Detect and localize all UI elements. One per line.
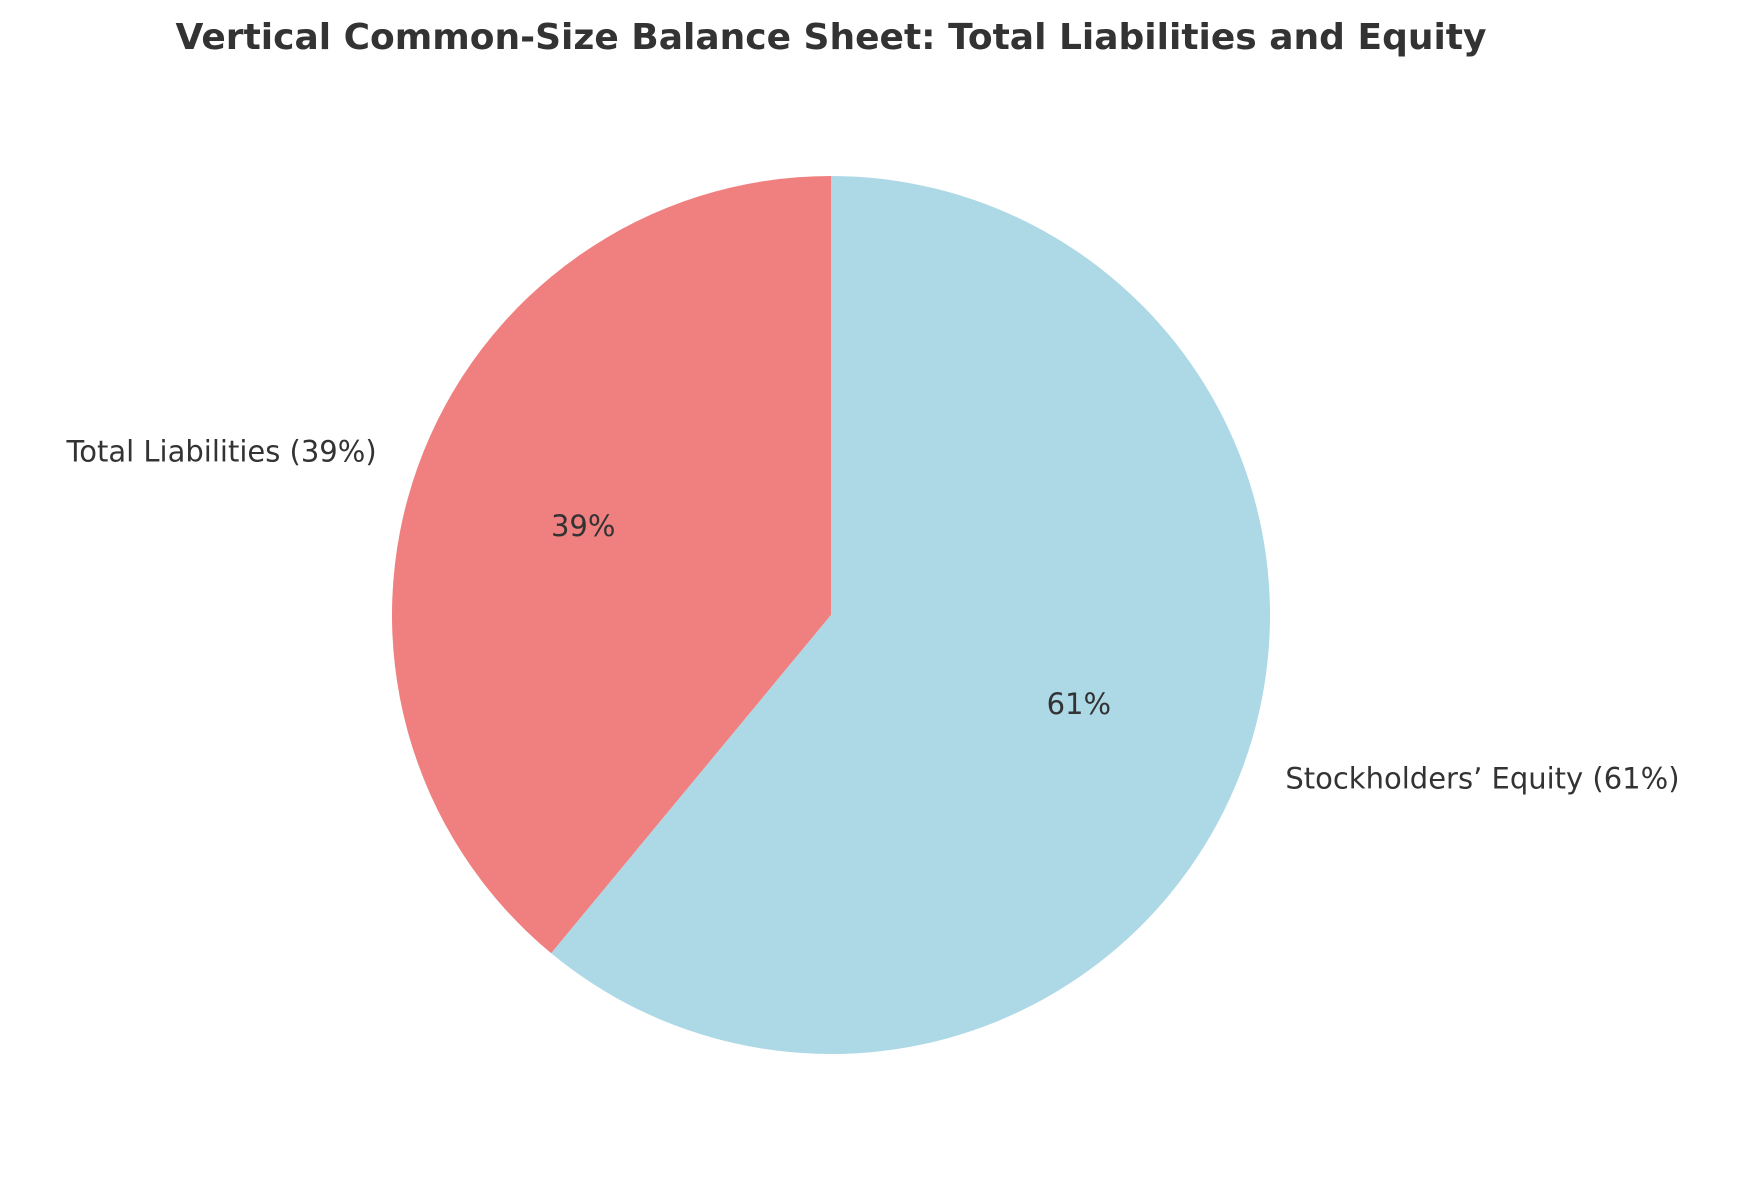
pie-pct-label-stockholders-equity: 61% [1047, 687, 1111, 721]
pie-pct-label-total-liabilities: 39% [551, 509, 615, 543]
pie-labels: 39% Total Liabilities (39%) 61% Stockholder… [65, 434, 1679, 795]
pie-category-label-stockholders-equity: Stockholders’ Equity (61%) [1285, 762, 1679, 796]
pie-category-label-total-liabilities: Total Liabilities (39%) [65, 434, 376, 468]
pie-slices [392, 176, 1271, 1054]
pie-slice-stockholders-equity [551, 176, 1271, 1054]
chart-title: Vertical Common-Size Balance Sheet: Tota… [176, 17, 1487, 58]
pie-slice-total-liabilities [392, 176, 831, 954]
